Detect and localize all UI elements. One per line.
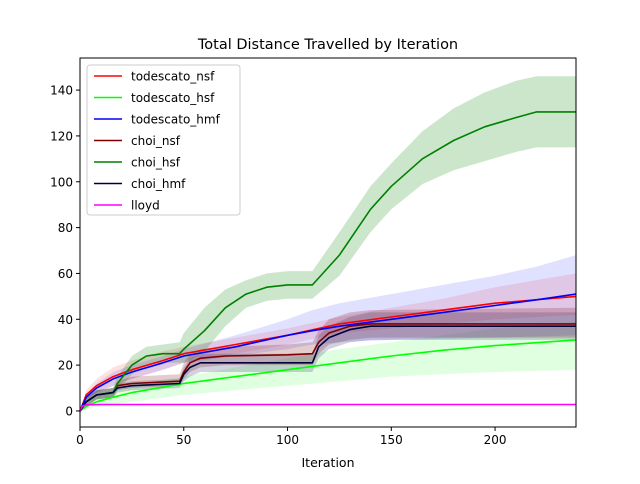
legend-label-lloyd: lloyd (131, 199, 160, 213)
x-tick-label: 0 (76, 433, 84, 447)
y-tick-label: 20 (58, 359, 73, 373)
todescato-hsf-band (80, 321, 576, 411)
series-lines (79, 111, 577, 412)
x-tick-label: 50 (176, 433, 191, 447)
y-tick-label: 120 (50, 129, 73, 143)
legend: todescato_nsf todescato_hsf todescato_hmfc… (86, 64, 241, 216)
y-tick-label: 0 (65, 404, 73, 418)
legend-label-choi-hmf: choi_hmf (131, 177, 186, 191)
legend-label-todescato-hsf: todescato_hsf (131, 91, 215, 105)
todescato-hmf-line (79, 293, 577, 412)
y-tick-label: 60 (58, 267, 73, 281)
confidence-bands (80, 76, 576, 412)
x-tick-label: 100 (276, 433, 299, 447)
legend-label-choi-hsf: choi_hsf (131, 156, 181, 170)
y-tick-label: 140 (50, 84, 73, 98)
legend-box (86, 64, 241, 216)
legend-label-todescato-hmf: todescato_hmf (131, 113, 221, 127)
chart-title: Total Distance Travelled by Iteration (197, 37, 458, 53)
y-tick-label: 100 (50, 175, 73, 189)
y-tick-label: 80 (58, 221, 73, 235)
choi-hsf-band (80, 76, 576, 412)
todescato-nsf-band (80, 273, 576, 411)
plot-area-frame (79, 57, 577, 428)
choi-hmf-line (79, 325, 576, 412)
x-axis-label: Iteration (301, 455, 354, 470)
legend-label-todescato-nsf: todescato_nsf (131, 70, 215, 84)
x-tick-label: 150 (380, 433, 403, 447)
x-axis-ticks: 0 50 100 150 200 (76, 427, 507, 447)
choi-hmf-band (80, 312, 576, 411)
todescato-hsf-line (79, 339, 577, 412)
todescato-nsf-line (79, 295, 577, 412)
legend-label-choi-nsf: choi_nsf (131, 134, 181, 148)
lloyd-line (79, 403, 576, 412)
choi-hsf-line (79, 111, 576, 412)
x-tick-label: 200 (484, 433, 507, 447)
y-axis-ticks: 0 20 40 60 80 100 120 140 (50, 84, 80, 418)
choi-nsf-band (80, 307, 576, 411)
y-tick-label: 40 (58, 313, 73, 327)
